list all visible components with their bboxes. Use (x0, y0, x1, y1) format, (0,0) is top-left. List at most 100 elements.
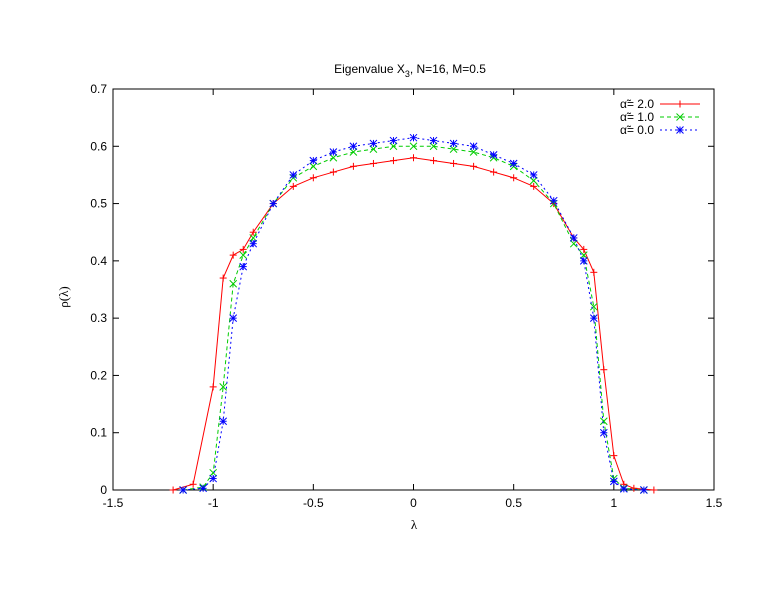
y-axis-label: ρ(λ) (56, 286, 71, 307)
data-point (449, 145, 458, 154)
data-point (229, 314, 238, 322)
marker-stroke (529, 171, 538, 179)
marker-stroke (229, 279, 238, 288)
x-axis-label: λ (411, 517, 418, 532)
chart-title-rest: , N=16, M=0.5 (410, 62, 486, 76)
legend-label: α̃= 1.0 (620, 110, 654, 124)
data-point (469, 142, 478, 151)
marker-stroke (509, 159, 518, 168)
legend-swatch-marker (676, 100, 684, 108)
series-line-0 (172, 157, 654, 491)
marker-stroke (369, 139, 378, 148)
marker-stroke (289, 171, 298, 179)
legend-swatch-marker (676, 113, 684, 121)
data-point (369, 145, 378, 154)
data-point (529, 176, 538, 185)
marker-stroke (199, 484, 208, 493)
marker-stroke (429, 142, 438, 151)
marker-stroke (449, 139, 458, 148)
marker-stroke (429, 136, 438, 145)
data-point (529, 171, 538, 179)
marker-stroke (529, 176, 538, 185)
data-point (509, 159, 518, 168)
marker-stroke (549, 196, 558, 205)
marker-stroke (609, 477, 618, 486)
data-point (569, 234, 578, 242)
marker-stroke (676, 113, 684, 121)
x-tick-label: 1 (610, 496, 617, 510)
marker-stroke (449, 145, 458, 154)
marker-stroke (389, 136, 398, 145)
data-point (209, 383, 217, 391)
legend-label: α̃= 0.0 (620, 123, 654, 137)
marker-stroke (269, 199, 278, 208)
data-point (429, 142, 438, 151)
y-tick-label: 0.5 (90, 197, 107, 211)
data-point (289, 182, 297, 190)
legend-label: α̃= 2.0 (620, 97, 654, 111)
marker-stroke (640, 486, 648, 494)
marker-stroke (579, 251, 588, 259)
data-point (449, 139, 458, 148)
data-point (650, 486, 658, 494)
x-tick-label: -1.5 (103, 496, 124, 510)
marker-stroke (309, 162, 318, 171)
series-layer (169, 133, 658, 494)
data-point (329, 168, 337, 176)
y-tick-label: 0.2 (90, 368, 107, 382)
marker-stroke (209, 468, 218, 477)
data-point (179, 486, 187, 494)
data-point (309, 174, 317, 182)
data-point (249, 228, 257, 236)
marker-stroke (589, 314, 598, 322)
marker-stroke (329, 148, 338, 156)
data-point (249, 239, 258, 248)
x-tick-label: 0 (410, 496, 417, 510)
marker-stroke (179, 486, 187, 494)
marker-stroke (619, 485, 628, 493)
marker-stroke (229, 314, 238, 322)
marker-stroke (239, 251, 248, 259)
data-point (239, 251, 248, 259)
data-point (579, 257, 588, 265)
data-point (239, 245, 247, 253)
y-tick-label: 0.1 (90, 426, 107, 440)
data-point (409, 133, 418, 142)
data-point (450, 159, 458, 167)
marker-stroke (369, 145, 378, 154)
data-point (309, 162, 318, 171)
data-point (630, 484, 638, 492)
marker-stroke (409, 142, 418, 151)
data-point (599, 428, 608, 437)
y-tick-label: 0.6 (90, 139, 107, 153)
marker-stroke (389, 142, 398, 151)
y-tick-label: 0 (100, 483, 107, 497)
chart-title-subscript: 3 (405, 69, 410, 79)
data-point (329, 148, 338, 156)
data-point (579, 251, 588, 259)
marker-stroke (349, 142, 358, 151)
data-point (219, 417, 228, 426)
marker-stroke (219, 383, 228, 391)
data-point (530, 182, 538, 190)
data-point (569, 239, 578, 248)
legend-swatch-marker (676, 126, 684, 134)
marker-stroke (569, 239, 578, 248)
marker-stroke (599, 417, 608, 426)
marker-stroke (589, 302, 598, 311)
marker-stroke (469, 142, 478, 151)
data-point (589, 314, 598, 322)
data-point (239, 262, 248, 271)
legend-item-0: α̃= 2.0 (620, 97, 700, 111)
data-point (599, 417, 608, 426)
marker-stroke (209, 474, 218, 483)
data-point (349, 162, 357, 170)
legend: α̃= 2.0α̃= 1.0α̃= 0.0 (620, 97, 700, 137)
data-point (610, 452, 618, 460)
marker-stroke (409, 133, 418, 142)
svg-text:Eigenvalue X3, N=16, M=0.5: Eigenvalue X3, N=16, M=0.5 (334, 62, 486, 79)
data-point (549, 196, 558, 205)
data-point (490, 168, 498, 176)
data-point (470, 162, 478, 170)
